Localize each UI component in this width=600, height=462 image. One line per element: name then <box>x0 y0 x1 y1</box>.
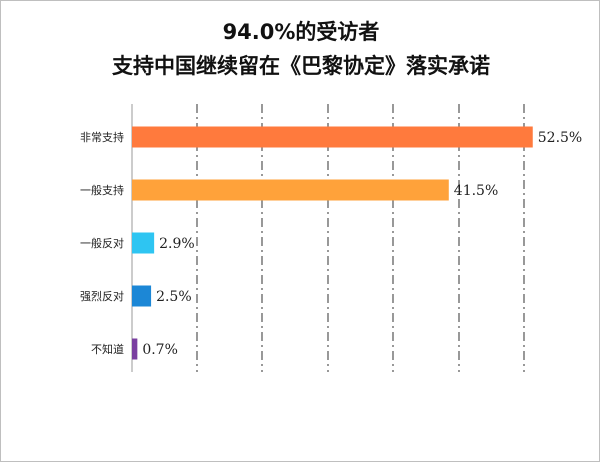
category-label: 非常支持 <box>80 130 124 144</box>
bar <box>132 285 152 307</box>
chart-title-line-1: 94.0%的受访者 <box>222 20 380 44</box>
value-label: 41.5% <box>454 183 498 199</box>
chart-title: 94.0%的受访者 支持中国继续留在《巴黎协定》落实承诺 <box>1 15 600 83</box>
value-label: 52.5% <box>538 130 582 146</box>
bar <box>132 126 533 148</box>
category-label: 一般反对 <box>80 236 124 250</box>
chart-title-line-2: 支持中国继续留在《巴黎协定》落实承诺 <box>112 54 490 78</box>
value-label: 2.9% <box>159 236 195 252</box>
value-label: 0.7% <box>142 342 178 358</box>
bar <box>132 338 138 360</box>
bar <box>132 232 155 254</box>
value-label: 2.5% <box>156 289 192 305</box>
bar <box>132 179 449 201</box>
category-label: 一般支持 <box>80 183 124 197</box>
category-label: 不知道 <box>91 342 124 356</box>
category-label: 强烈反对 <box>80 289 124 303</box>
